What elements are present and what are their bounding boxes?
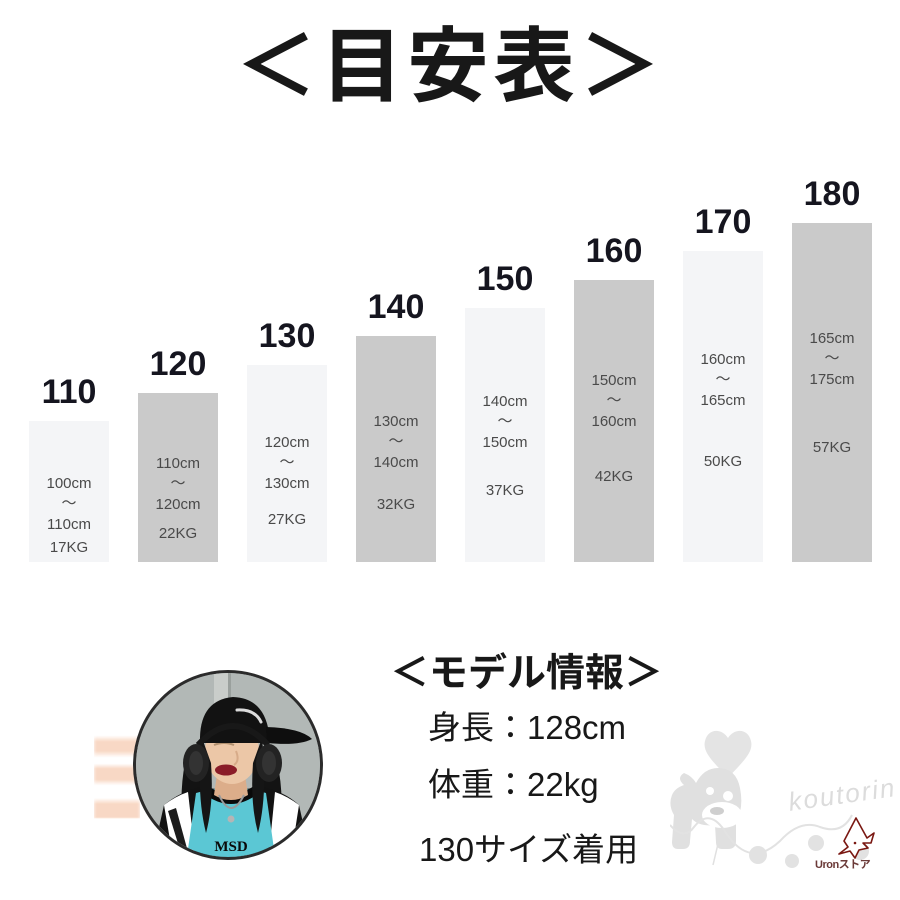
svg-text:MSD: MSD [214, 839, 248, 855]
svg-text:koutorin: koutorin [786, 772, 898, 817]
